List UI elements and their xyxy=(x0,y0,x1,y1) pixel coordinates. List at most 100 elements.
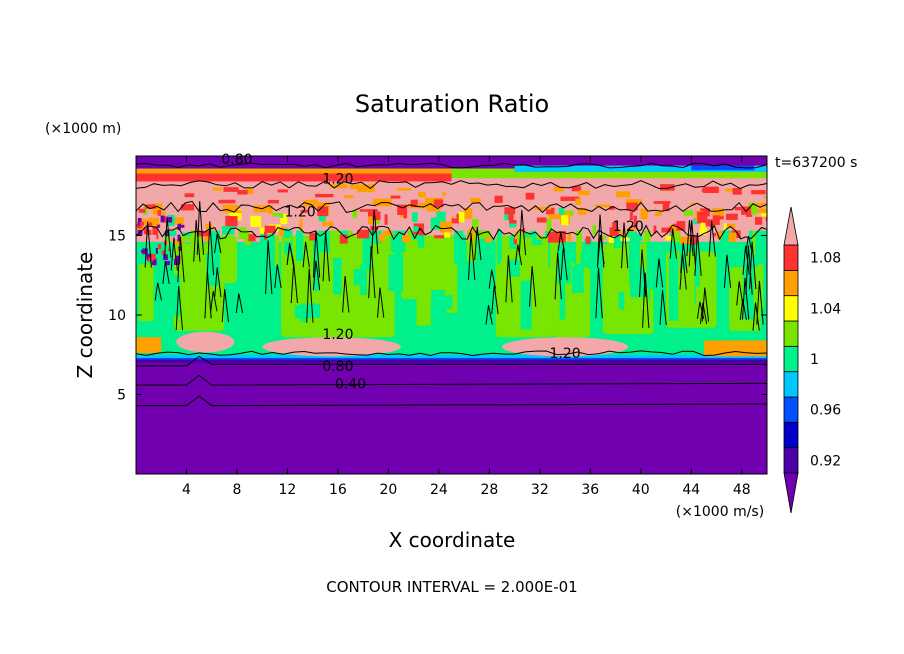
cloud-streak xyxy=(575,230,582,264)
cloud-streak xyxy=(478,243,488,301)
contour-line xyxy=(164,218,172,258)
upper-texture xyxy=(755,216,763,225)
colorbar: 0.92 0.96 1 1.04 1.08 xyxy=(783,206,841,514)
edge-speckle xyxy=(173,237,176,243)
contour-line xyxy=(136,224,767,241)
upper-texture xyxy=(494,195,503,203)
upper-texture xyxy=(267,199,279,204)
cloud-streak xyxy=(497,230,502,265)
upper-texture xyxy=(525,192,535,200)
upper-texture xyxy=(426,205,441,212)
upper-texture xyxy=(174,217,184,225)
upper-texture xyxy=(585,236,591,245)
colorbar-segment xyxy=(783,421,799,449)
upper-texture xyxy=(534,239,542,245)
upper-texture xyxy=(212,187,223,191)
upper-texture xyxy=(712,215,720,225)
cloud-streak xyxy=(613,230,622,248)
upper-texture xyxy=(397,204,407,215)
cloud-streak xyxy=(447,235,456,287)
edge-speckle xyxy=(163,254,168,261)
upper-texture xyxy=(508,214,514,221)
colorbar-segment xyxy=(783,269,799,297)
contour-line xyxy=(639,249,647,297)
upper-texture xyxy=(283,228,291,238)
upper-texture xyxy=(755,202,767,207)
band-top-blue xyxy=(691,163,755,171)
cloud-streak xyxy=(670,230,676,265)
upper-texture xyxy=(221,225,235,235)
contour-line xyxy=(154,282,162,301)
contour-line xyxy=(302,241,310,268)
contour-line xyxy=(518,209,527,256)
upper-texture xyxy=(757,208,767,214)
contour-line xyxy=(514,244,523,266)
upper-texture xyxy=(245,188,254,194)
upper-texture xyxy=(723,223,727,235)
band-top-cyan xyxy=(514,165,767,172)
y-axis: 5 10 15 xyxy=(108,229,767,404)
upper-texture xyxy=(181,204,195,211)
contour-line xyxy=(621,222,629,269)
x-tick-label: 48 xyxy=(733,482,751,498)
upper-texture xyxy=(229,209,242,221)
contour-line xyxy=(485,305,493,325)
contour-line xyxy=(196,201,204,255)
contour-line xyxy=(736,281,744,306)
contour-line xyxy=(557,232,565,252)
cloud-streak xyxy=(453,235,466,264)
contour-label: 0.80 xyxy=(322,359,353,375)
cloud-streak xyxy=(362,231,372,270)
upper-texture xyxy=(357,184,375,193)
upper-texture xyxy=(138,208,146,213)
contour-line xyxy=(694,232,702,276)
cloud-streak xyxy=(719,238,725,301)
x-tick-label: 24 xyxy=(430,482,448,498)
contour-line xyxy=(505,255,513,303)
contour-line xyxy=(642,272,650,328)
upper-texture xyxy=(412,212,418,223)
cloud-streak xyxy=(500,261,509,298)
cloud-streak xyxy=(284,230,293,255)
contour-line xyxy=(136,180,767,190)
contour-line xyxy=(322,230,330,282)
upper-texture xyxy=(700,222,706,230)
edge-speckle xyxy=(136,223,143,229)
upper-texture xyxy=(472,219,479,229)
upper-texture xyxy=(322,221,334,227)
upper-texture xyxy=(281,235,292,242)
edge-speckle xyxy=(137,220,140,226)
contour-line xyxy=(597,234,605,265)
edge-speckle xyxy=(177,234,181,242)
upper-texture xyxy=(628,227,635,235)
upper-texture xyxy=(247,234,256,242)
upper-texture xyxy=(629,212,633,221)
upper-texture xyxy=(277,189,288,193)
upper-texture xyxy=(436,211,446,222)
edge-speckle xyxy=(164,230,170,237)
contour-line xyxy=(170,240,178,271)
edge-speckle xyxy=(141,250,146,253)
upper-texture xyxy=(161,211,166,216)
upper-texture xyxy=(225,216,238,227)
contour-line xyxy=(371,209,379,255)
cloud-streak xyxy=(549,233,561,302)
upper-texture xyxy=(732,188,742,195)
upper-texture xyxy=(280,213,288,225)
upper-texture xyxy=(184,193,195,198)
upper-texture xyxy=(609,227,619,237)
upper-texture xyxy=(548,214,561,219)
upper-texture xyxy=(152,223,159,235)
upper-texture xyxy=(309,232,317,241)
cloud-streak xyxy=(520,280,532,330)
cloud-streak xyxy=(530,230,537,245)
contour-line xyxy=(274,264,282,288)
cloud-streak xyxy=(164,230,170,246)
cloud-streak xyxy=(300,303,307,323)
contour-line xyxy=(742,245,750,275)
colorbar-segment xyxy=(783,371,799,398)
contour-line xyxy=(136,355,767,367)
contour-label: 1.20 xyxy=(322,171,353,187)
contour-line xyxy=(745,235,753,253)
contour-line xyxy=(162,261,170,284)
